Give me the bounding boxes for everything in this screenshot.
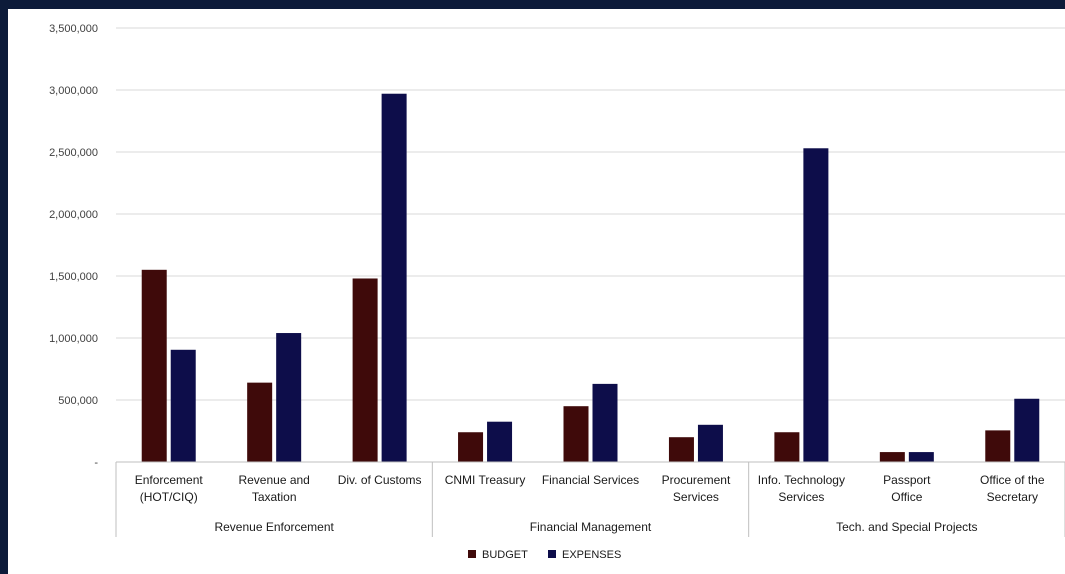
x-category-label: Office of the: [980, 473, 1045, 487]
bar-expenses-2: [381, 93, 407, 462]
x-category-label: Passport: [883, 473, 931, 487]
y-axis: - 500,000 1,000,000 1,500,000 2,000,000 2,500…: [49, 23, 98, 469]
x-category-label: Financial Services: [542, 473, 639, 487]
bar-expenses-6: [803, 148, 829, 462]
x-category-label: CNMI Treasury: [445, 473, 526, 487]
bar-budget-3: [458, 432, 484, 462]
x-category-label: Services: [673, 490, 719, 504]
bars: [141, 93, 1040, 462]
x-category-label: Div. of Customs: [338, 473, 422, 487]
legend-swatch-expenses: [548, 550, 556, 558]
x-category-label: Enforcement: [135, 473, 204, 487]
legend-label-budget: BUDGET: [482, 549, 528, 561]
bar-budget-7: [879, 452, 905, 462]
x-category-label: Procurement: [662, 473, 731, 487]
legend: BUDGET EXPENSES: [468, 549, 621, 561]
x-category-label: Info. Technology: [758, 473, 845, 487]
x-group-label: Financial Management: [530, 520, 652, 534]
bar-expenses-4: [592, 383, 618, 462]
y-tick-label: 1,500,000: [49, 271, 98, 283]
x-category-label: (HOT/CIQ): [140, 490, 198, 504]
x-group-label: Revenue Enforcement: [214, 520, 334, 534]
x-category-label: Services: [778, 490, 824, 504]
x-axis: Enforcement (HOT/CIQ) Revenue and Taxation D…: [115, 461, 1065, 537]
x-category-label: Taxation: [252, 490, 297, 504]
bar-expenses-5: [697, 424, 723, 462]
legend-label-expenses: EXPENSES: [562, 549, 621, 561]
y-tick-label: 3,000,000: [49, 85, 98, 97]
y-tick-label: 1,000,000: [49, 333, 98, 345]
bar-budget-6: [774, 432, 800, 462]
bar-budget-0: [141, 269, 167, 462]
x-group-label: Tech. and Special Projects: [836, 520, 977, 534]
chart-panel: - 500,000 1,000,000 1,500,000 2,000,000 2,500…: [8, 9, 1065, 574]
bar-expenses-0: [170, 349, 196, 462]
bar-budget-1: [247, 382, 273, 462]
y-tick-label: 2,000,000: [49, 209, 98, 221]
x-category-label: Secretary: [987, 490, 1038, 504]
budget-expenses-bar-chart: - 500,000 1,000,000 1,500,000 2,000,000 2,500…: [49, 23, 1065, 561]
bar-budget-5: [668, 437, 694, 462]
x-category-label: Revenue and: [238, 473, 309, 487]
y-tick-label: 2,500,000: [49, 147, 98, 159]
bar-budget-8: [985, 430, 1011, 462]
bar-budget-2: [352, 278, 378, 462]
bar-expenses-3: [487, 421, 513, 462]
y-tick-label: 3,500,000: [49, 23, 98, 35]
bar-expenses-8: [1014, 398, 1040, 462]
x-category-label: Office: [891, 490, 922, 504]
legend-swatch-budget: [468, 550, 476, 558]
bar-expenses-7: [908, 452, 934, 462]
y-tick-label: 500,000: [58, 395, 98, 407]
bar-expenses-1: [276, 333, 302, 462]
bar-budget-4: [563, 406, 589, 462]
gridlines: [116, 27, 1065, 401]
y-tick-label: -: [94, 457, 98, 469]
